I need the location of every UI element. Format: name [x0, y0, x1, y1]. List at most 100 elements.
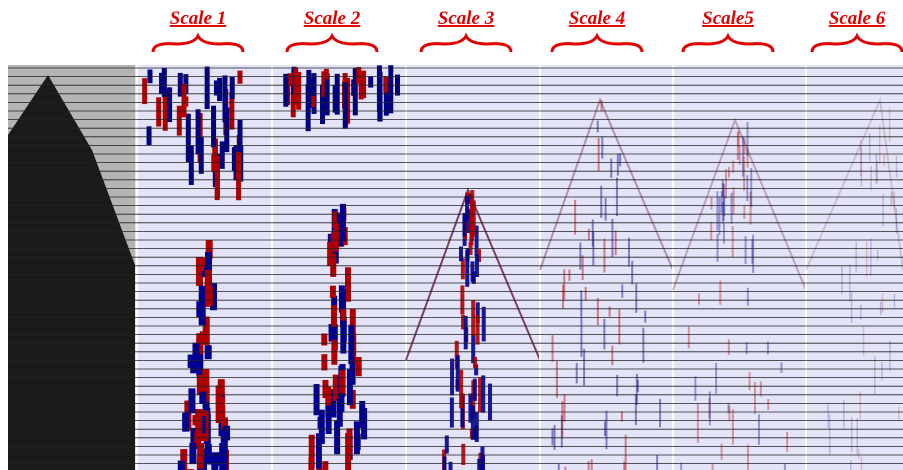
streak: [697, 404, 699, 443]
streak: [609, 306, 611, 316]
streak: [731, 193, 733, 224]
streak: [324, 69, 329, 79]
streak: [843, 400, 845, 428]
streak: [610, 158, 612, 177]
streak: [326, 405, 332, 434]
streak: [205, 287, 212, 304]
streak: [465, 251, 469, 287]
streak: [343, 82, 348, 129]
streak: [743, 156, 745, 191]
streak: [732, 226, 734, 257]
streak: [717, 234, 719, 262]
streak: [445, 436, 449, 454]
streak: [737, 132, 739, 160]
streak: [598, 138, 600, 171]
streak: [870, 166, 872, 190]
streak: [476, 315, 480, 344]
streak: [177, 106, 182, 136]
streak: [715, 363, 717, 394]
streak: [450, 359, 454, 396]
streak: [889, 341, 891, 371]
streak: [604, 421, 606, 436]
streak: [580, 320, 582, 357]
streak: [322, 380, 328, 398]
streak: [747, 149, 749, 168]
scales-panel: [135, 65, 903, 470]
streak: [167, 87, 172, 122]
streak: [644, 311, 646, 323]
streak: [879, 125, 881, 164]
streak: [568, 270, 570, 281]
streak: [780, 362, 782, 373]
streak: [588, 229, 590, 240]
brace: [812, 36, 902, 52]
streak: [340, 309, 346, 321]
streak: [383, 76, 388, 92]
streak: [459, 370, 463, 408]
streak: [642, 328, 644, 363]
streak: [628, 238, 630, 267]
streak: [694, 376, 696, 400]
streak: [356, 357, 362, 376]
streak: [482, 307, 486, 342]
streak: [603, 319, 605, 350]
brace: [153, 36, 243, 52]
streak: [592, 219, 594, 246]
scale-label: Scale 3: [438, 8, 494, 29]
streak: [322, 461, 328, 470]
streak: [156, 97, 161, 126]
streak: [556, 361, 558, 398]
streak: [205, 444, 212, 465]
streak: [882, 194, 884, 226]
streak: [147, 126, 152, 145]
streak: [631, 261, 633, 285]
streak: [597, 298, 599, 325]
brace: [683, 36, 773, 52]
streak: [211, 106, 216, 148]
streak: [582, 255, 584, 280]
streak: [894, 294, 896, 308]
streak: [481, 375, 485, 412]
streak: [205, 345, 212, 359]
streak: [616, 375, 618, 396]
streak: [345, 433, 351, 470]
streak: [306, 84, 311, 131]
streak: [747, 288, 749, 306]
streak: [190, 357, 197, 373]
page: Scale 1Scale 2Scale 3Scale 4Scale5Scale …: [0, 0, 903, 470]
streak: [869, 133, 871, 162]
streak: [728, 167, 730, 178]
streak: [199, 392, 206, 404]
streak: [359, 401, 365, 428]
streak: [293, 67, 298, 93]
streak: [195, 409, 202, 441]
streak: [188, 388, 195, 413]
streak: [883, 154, 885, 166]
streak: [333, 223, 339, 251]
streak: [561, 401, 563, 438]
streak: [564, 394, 566, 422]
streak: [747, 445, 749, 470]
scale-label: Scale 4: [569, 8, 625, 29]
streak: [601, 100, 603, 111]
streak: [377, 65, 382, 112]
streak: [896, 156, 898, 177]
streak: [470, 261, 474, 282]
streak: [858, 449, 860, 459]
streak: [558, 463, 560, 470]
streak: [314, 384, 320, 415]
streak: [728, 339, 730, 355]
streak: [574, 200, 576, 235]
streak: [746, 342, 748, 354]
streak: [749, 372, 751, 390]
streak: [760, 381, 762, 396]
figure: Scale 1Scale 2Scale 3Scale 4Scale5Scale …: [0, 0, 903, 470]
streak: [319, 410, 325, 444]
streak: [368, 76, 373, 87]
brace: [552, 36, 642, 52]
streak: [288, 73, 293, 86]
streak: [339, 370, 345, 393]
streak: [351, 79, 356, 95]
streak: [603, 239, 605, 273]
scale-label: Scale 2: [304, 8, 361, 29]
